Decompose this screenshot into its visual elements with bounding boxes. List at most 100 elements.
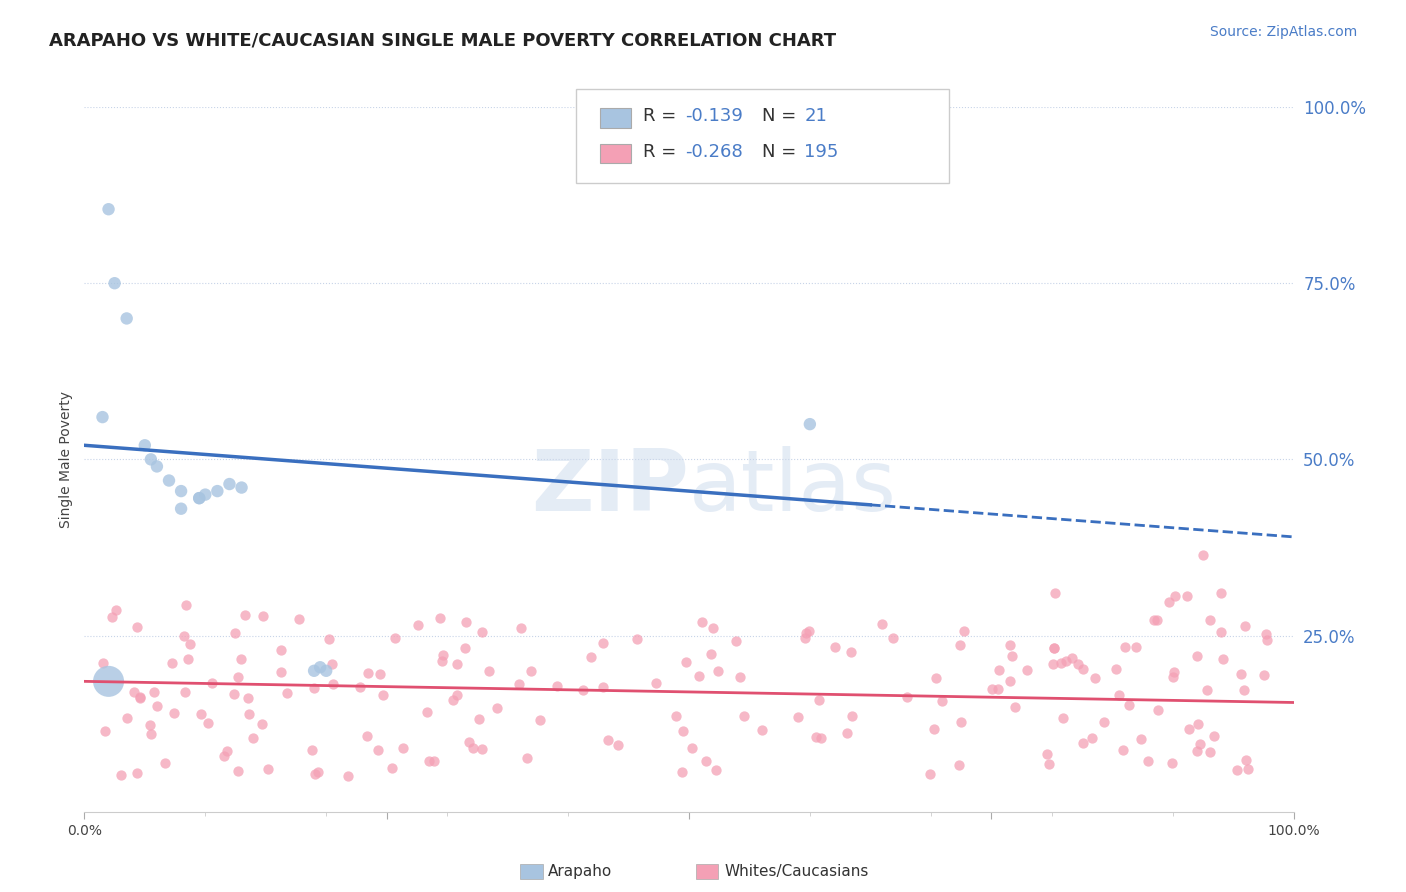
Point: [146, 459, 169, 474]
Text: Whites/Caucasians: Whites/Caucasians: [724, 864, 869, 879]
Text: 21: 21: [804, 107, 827, 125]
Point: [356, 666, 378, 681]
Point: [238, 706, 260, 721]
Point: [1146, 613, 1168, 627]
Point: [127, 620, 149, 634]
Point: [1136, 754, 1159, 768]
Point: [1209, 586, 1232, 600]
Point: [592, 681, 614, 695]
Point: [207, 484, 229, 499]
Point: [807, 692, 830, 706]
Point: [824, 640, 846, 654]
Point: [1043, 640, 1066, 655]
Point: [948, 758, 970, 772]
Point: [188, 491, 211, 505]
Point: [160, 656, 183, 670]
Point: [173, 629, 195, 643]
Point: [918, 767, 941, 781]
Point: [190, 707, 212, 722]
Point: [104, 603, 127, 617]
Point: [510, 622, 533, 636]
Point: [626, 632, 648, 646]
Point: [1147, 703, 1170, 717]
Point: [922, 722, 945, 736]
Point: [471, 625, 494, 640]
Point: [1177, 589, 1199, 603]
Text: -0.139: -0.139: [685, 107, 742, 125]
Point: [1036, 747, 1059, 761]
Point: [231, 481, 253, 495]
Point: [1229, 667, 1251, 681]
Point: [170, 484, 193, 499]
Point: [688, 668, 710, 682]
Point: [141, 726, 163, 740]
Point: [446, 657, 468, 672]
Point: [91, 656, 114, 670]
Point: [104, 277, 127, 291]
Point: [546, 679, 568, 693]
Point: [579, 649, 602, 664]
Point: [1253, 668, 1275, 682]
Point: [110, 768, 132, 782]
Point: [276, 686, 298, 700]
Point: [1038, 756, 1060, 771]
Point: [471, 742, 494, 756]
Point: [468, 712, 491, 726]
Point: [1161, 670, 1184, 684]
Point: [1105, 663, 1128, 677]
Point: [115, 311, 138, 326]
Point: [173, 685, 195, 699]
Point: [1092, 715, 1115, 730]
Point: [671, 764, 693, 779]
Point: [257, 762, 280, 776]
Point: [349, 680, 371, 694]
Point: [787, 710, 810, 724]
Point: [287, 612, 309, 626]
Point: [226, 764, 249, 778]
Text: -0.268: -0.268: [685, 143, 742, 161]
Text: atlas: atlas: [689, 446, 897, 529]
Point: [1197, 683, 1219, 698]
Point: [675, 656, 697, 670]
Point: [949, 638, 972, 652]
Point: [307, 765, 329, 780]
Point: [302, 681, 325, 695]
Point: [980, 681, 1002, 696]
Text: N =: N =: [762, 107, 801, 125]
Point: [1185, 744, 1208, 758]
Point: [1192, 548, 1215, 562]
Point: [1125, 640, 1147, 654]
Point: [1234, 619, 1257, 633]
Point: [733, 709, 755, 723]
Point: [882, 631, 904, 645]
Point: [91, 410, 114, 425]
Point: [229, 652, 252, 666]
Point: [1212, 652, 1234, 666]
Point: [194, 487, 217, 501]
Point: [1054, 654, 1077, 668]
Point: [139, 718, 162, 732]
Point: [129, 690, 152, 705]
Text: 195: 195: [804, 143, 838, 161]
Point: [672, 723, 695, 738]
Point: [1129, 732, 1152, 747]
Point: [127, 765, 149, 780]
Point: [1143, 614, 1166, 628]
Point: [415, 705, 437, 719]
Point: [1043, 640, 1066, 655]
Point: [423, 754, 446, 768]
Point: [93, 724, 115, 739]
Point: [724, 634, 747, 648]
Text: Source: ZipAtlas.com: Source: ZipAtlas.com: [1209, 25, 1357, 39]
Point: [702, 621, 724, 635]
Point: [695, 754, 717, 768]
Point: [797, 624, 820, 638]
Point: [337, 769, 360, 783]
Point: [810, 731, 832, 745]
Point: [162, 706, 184, 720]
Point: [516, 750, 538, 764]
Point: [1226, 763, 1249, 777]
Point: [485, 701, 508, 715]
Point: [129, 690, 152, 704]
Point: [143, 685, 166, 699]
